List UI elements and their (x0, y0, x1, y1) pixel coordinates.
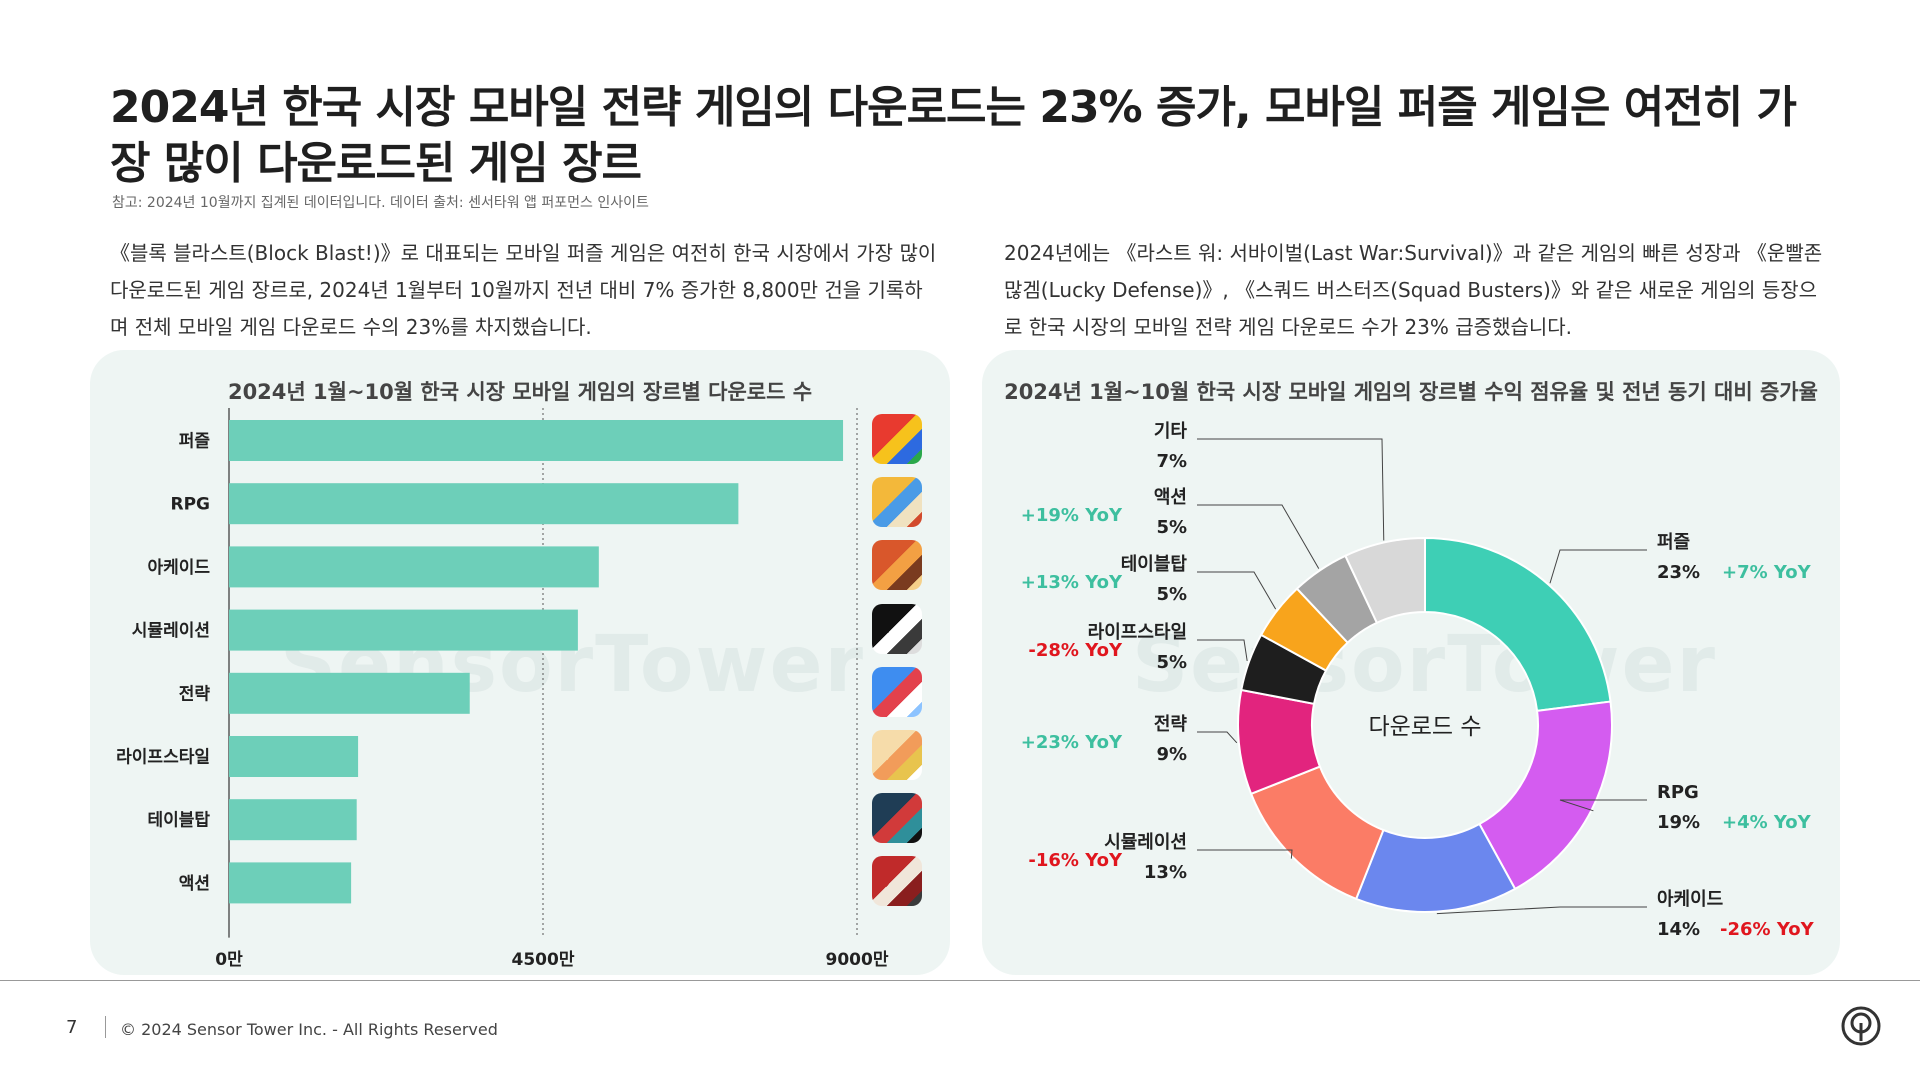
bar-x-tick-label: 0만 (215, 950, 243, 970)
page-title: 2024년 한국 시장 모바일 전략 게임의 다운로드는 23% 증가, 모바일… (110, 82, 1797, 189)
donut-slice-share: 19% (1657, 812, 1700, 833)
right-paragraph: 2024년에는 《라스트 워: 서바이벌(Last War:Survival)》… (1004, 241, 1823, 339)
bar-chart-panel: 2024년 1월~10월 한국 시장 모바일 게임의 장르별 다운로드 수 Se… (90, 350, 950, 975)
squad-game-icon (872, 666, 922, 717)
bar-x-tick-label: 9000만 (826, 950, 889, 970)
lifestyle-game-icon (872, 730, 922, 780)
donut-slice (1344, 536, 1426, 625)
donut-slice-label: 액션 (1154, 487, 1187, 508)
bar-category-label: 라이프스타일 (116, 748, 210, 768)
donut-slice-share: 5% (1156, 584, 1187, 605)
block-blast-icon (872, 414, 922, 464)
action-game-icon (872, 856, 922, 907)
bar (229, 420, 844, 461)
bar-x-tick-label: 4500만 (512, 950, 575, 970)
donut-slice-share: 9% (1156, 744, 1187, 765)
bar (229, 799, 357, 841)
donut-slice-label: RPG (1657, 782, 1699, 803)
donut-slice (1424, 536, 1612, 712)
donut-leader-line (1197, 571, 1277, 610)
donut-leader-line (1197, 438, 1385, 541)
footer-divider (0, 980, 1920, 981)
donut-slice-label: 라이프스타일 (1088, 622, 1187, 643)
source-note: 참고: 2024년 10월까지 집계된 데이터입니다. 데이터 출처: 센서타워… (112, 195, 649, 211)
donut-slice-yoy: -16% YoY (1028, 850, 1123, 871)
donut-slice-label: 테이블탑 (1121, 554, 1188, 575)
donut-leader-line (1197, 849, 1293, 859)
donut-slice-yoy: +13% YoY (1021, 572, 1123, 593)
bar (229, 862, 352, 904)
donut-center-label: 다운로드 수 (1368, 714, 1481, 740)
donut-slice-yoy: +4% YoY (1722, 812, 1812, 833)
donut-chart: 다운로드 수 퍼즐 23% +7% YoY RPG 19% +4% YoY 아케이드 14% -2… (1021, 421, 1815, 940)
donut-slice-label: 아케이드 (1657, 889, 1723, 910)
left-paragraph: 《블록 블라스트(Block Blast!)》로 대표되는 모바일 퍼즐 게임은… (110, 241, 937, 339)
webtoon-sim-icon (872, 603, 922, 654)
donut-slice-share: 13% (1144, 862, 1187, 883)
donut-slice-share: 7% (1156, 451, 1187, 472)
bar-category-label: 테이블탑 (147, 810, 210, 831)
donut-slice-yoy: +7% YoY (1722, 562, 1812, 583)
donut-slice-share: 23% (1657, 562, 1700, 583)
donut-leader-line (1197, 731, 1238, 744)
sensor-tower-logo-icon (1841, 1006, 1881, 1046)
donut-slice-yoy: +19% YoY (1021, 505, 1123, 526)
bar-category-label: 시뮬레이션 (132, 621, 210, 641)
rpg-game-icon (872, 477, 922, 528)
bar (229, 672, 470, 714)
bar-category-label: 아케이드 (147, 558, 210, 578)
donut-slice-share: 5% (1156, 517, 1187, 538)
donut-slice-label: 전략 (1154, 714, 1188, 735)
donut-slice-label: 시뮬레이션 (1104, 832, 1187, 853)
donut-chart-panel: 2024년 1월~10월 한국 시장 모바일 게임의 장르별 수익 점유율 및 … (982, 350, 1840, 975)
donut-leader-line (1559, 799, 1647, 812)
donut-slice-yoy: -26% YoY (1720, 919, 1815, 940)
donut-leader-line (1549, 549, 1647, 584)
copyright: © 2024 Sensor Tower Inc. - All Rights Re… (120, 1020, 498, 1039)
bar (229, 483, 739, 525)
cookie-game-icon (872, 540, 922, 591)
bar-chart-title: 2024년 1월~10월 한국 시장 모바일 게임의 장르별 다운로드 수 (227, 380, 813, 404)
donut-leader-line (1197, 639, 1248, 662)
donut-slice-share: 14% (1657, 919, 1700, 940)
donut-slice-share: 5% (1156, 652, 1187, 673)
donut-slice-yoy: -28% YoY (1028, 640, 1123, 661)
bar-category-label: 액션 (179, 874, 210, 894)
footer-separator (105, 1016, 106, 1038)
donut-leader-line (1436, 906, 1647, 915)
donut-slice-yoy: +23% YoY (1021, 732, 1123, 753)
bar-category-label: 퍼즐 (179, 432, 211, 452)
bar (229, 546, 599, 588)
tabletop-game-icon (872, 793, 922, 844)
bar-category-label: 전략 (179, 684, 211, 704)
bar (229, 736, 359, 777)
donut-leader-line (1197, 504, 1320, 569)
donut-slice-label: 기타 (1154, 421, 1188, 442)
bar-category-label: RPG (170, 495, 210, 515)
donut-chart-title: 2024년 1월~10월 한국 시장 모바일 게임의 장르별 수익 점유율 및 … (1004, 380, 1818, 404)
bar (229, 609, 578, 651)
donut-slice-label: 퍼즐 (1657, 532, 1690, 553)
page-number: 7 (66, 1017, 78, 1038)
